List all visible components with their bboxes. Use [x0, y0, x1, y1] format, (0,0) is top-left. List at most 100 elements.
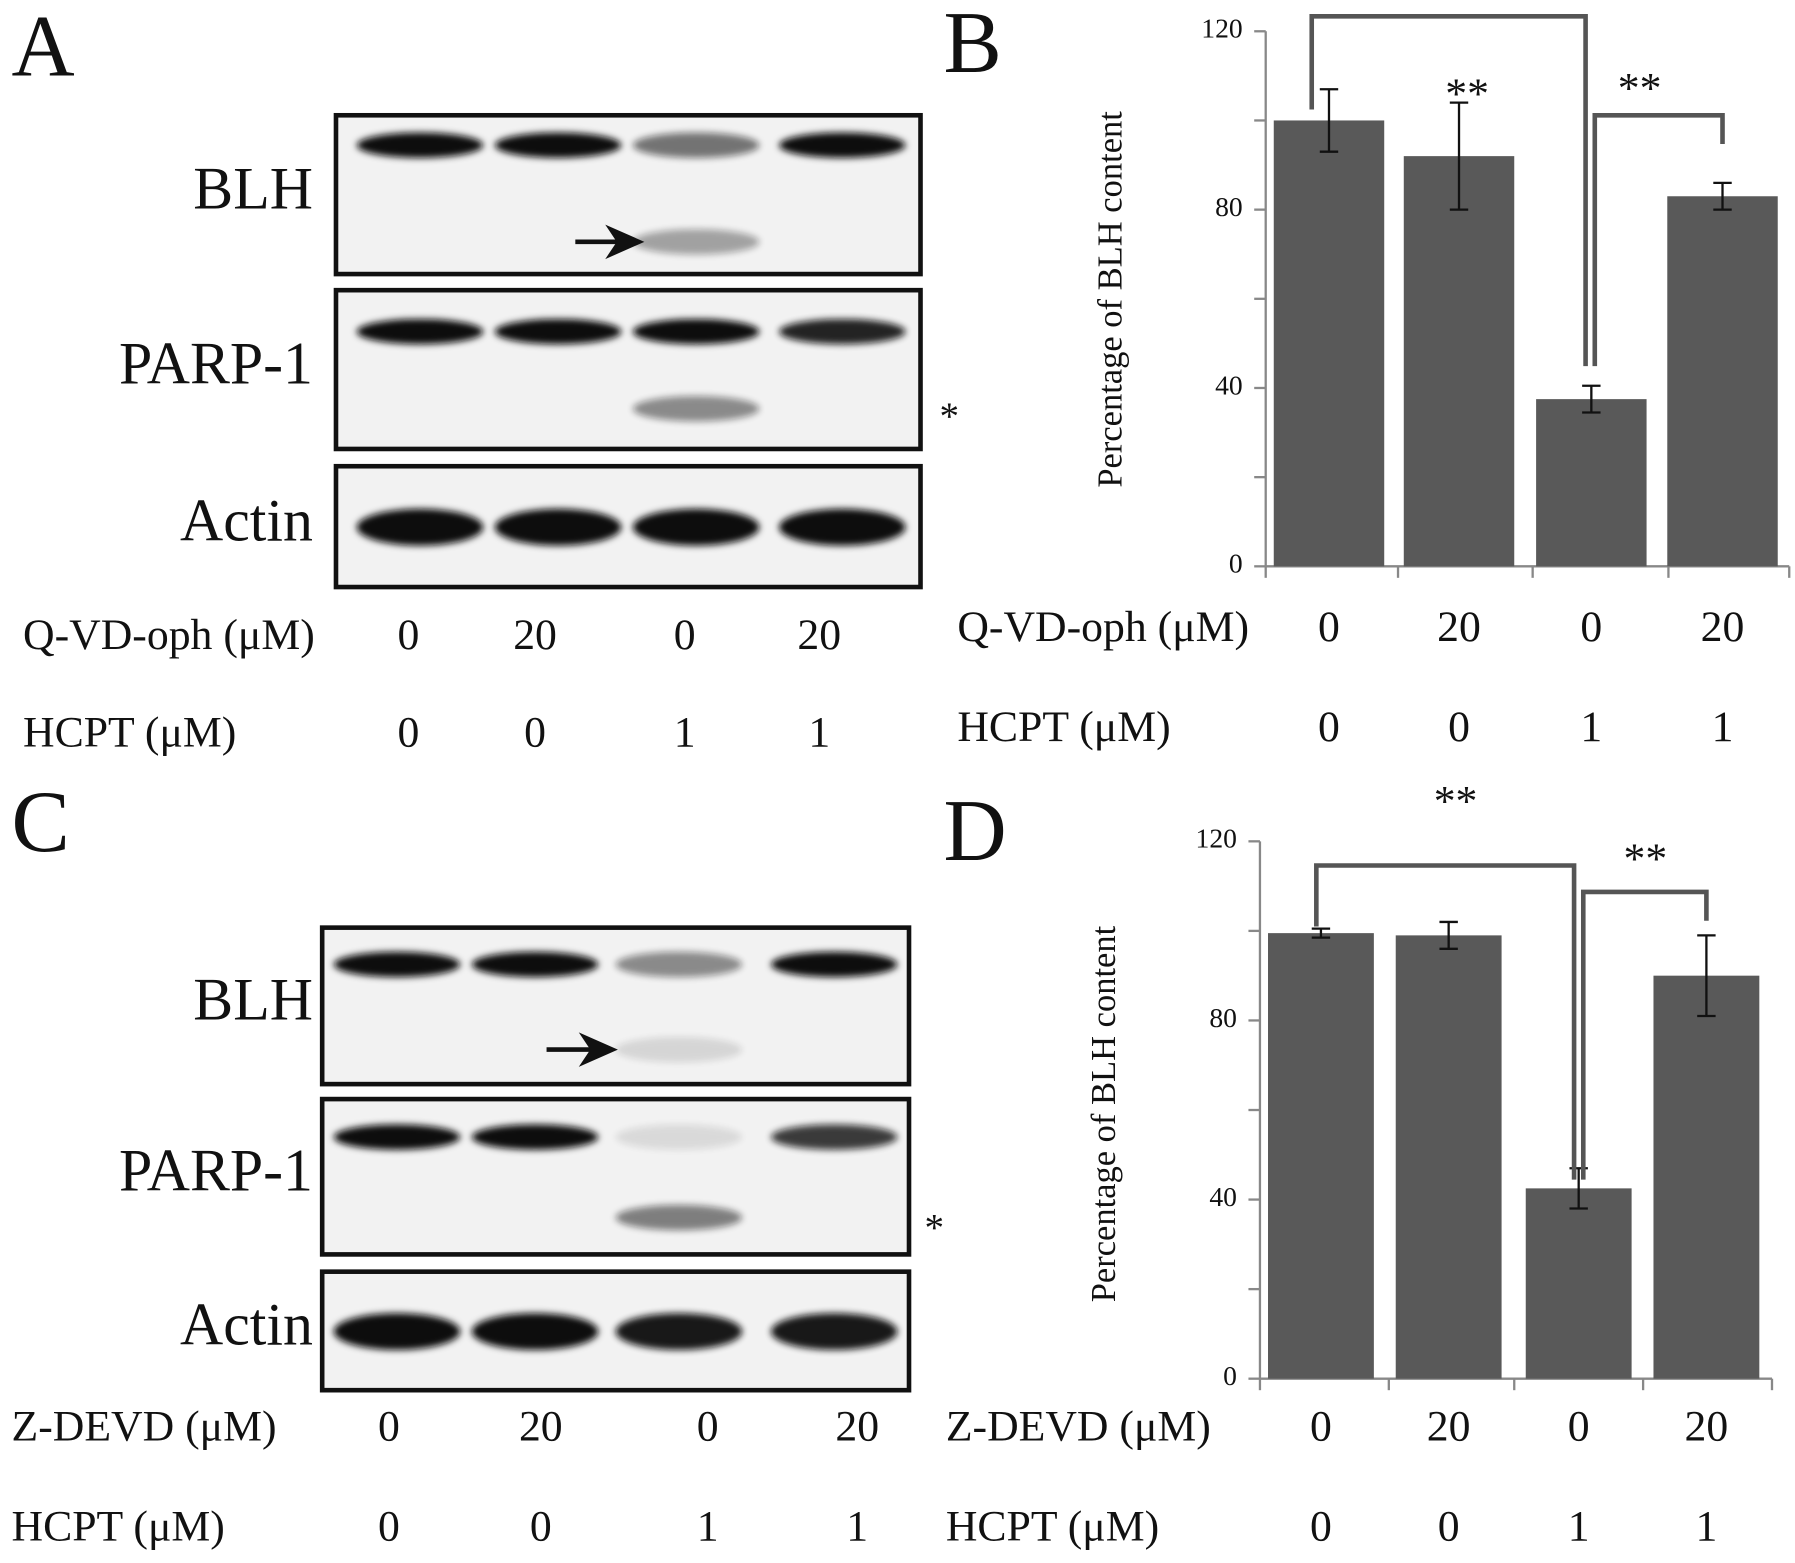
- blot-band: [632, 229, 760, 255]
- blot-band: [632, 318, 760, 345]
- y-axis-label: Percentage of BLH content: [1085, 925, 1123, 1302]
- cleavage-marker: *: [925, 1206, 945, 1249]
- treatment-value: 0: [524, 709, 546, 757]
- treatment-value: 1: [1712, 703, 1734, 751]
- treatment-value: 0: [1318, 703, 1340, 751]
- treatment-value: 20: [797, 611, 841, 659]
- treatment-value: 0: [398, 611, 420, 659]
- row-label: PARP-1: [119, 330, 313, 396]
- blot-band: [471, 951, 599, 978]
- blot-band: [471, 1124, 599, 1150]
- significance-bracket: [1314, 863, 1577, 1180]
- row-label: Actin: [180, 487, 313, 553]
- bar: [1403, 156, 1515, 567]
- treatment-name: HCPT (μM): [946, 1503, 1159, 1551]
- y-tick-label: 80: [1209, 1002, 1237, 1033]
- blot-band: [333, 1313, 461, 1350]
- treatment-value: 0: [530, 1503, 552, 1551]
- treatment-value: 1: [808, 709, 830, 757]
- bar: [1273, 120, 1385, 567]
- significance-bracket: [1309, 14, 1588, 367]
- blot-band: [471, 1313, 599, 1350]
- bar: [1536, 399, 1647, 567]
- blot-band: [778, 318, 906, 345]
- treatment-value: 1: [697, 1503, 719, 1551]
- error-bar: [1697, 934, 1716, 1018]
- blot-band: [615, 951, 743, 978]
- y-tick-label: 40: [1209, 1181, 1237, 1212]
- blot-frame: [319, 925, 912, 1087]
- treatment-value: 20: [1701, 603, 1745, 651]
- significance-label: **: [1624, 835, 1668, 883]
- blot-band: [494, 132, 622, 158]
- blot-band: [770, 951, 898, 978]
- treatment-value: 20: [1685, 1402, 1729, 1450]
- blot-frame: [319, 1096, 912, 1257]
- treatment-name: HCPT (μM): [957, 703, 1170, 751]
- error-bar: [1311, 927, 1331, 939]
- bar: [1667, 196, 1778, 567]
- error-bar: [1449, 101, 1469, 211]
- treatment-value: 0: [378, 1503, 400, 1551]
- error-bar: [1713, 181, 1732, 211]
- treatment-value: 20: [1427, 1402, 1471, 1450]
- blot-band: [494, 508, 622, 546]
- y-tick-label: 40: [1215, 369, 1243, 400]
- arrow-head: [605, 224, 645, 260]
- blot-frame: [333, 287, 923, 452]
- treatment-value: 20: [519, 1402, 563, 1450]
- blot-band: [778, 132, 906, 158]
- treatment-value: 0: [1568, 1402, 1590, 1450]
- treatment-value: 0: [1448, 703, 1470, 751]
- blot-band: [494, 318, 622, 345]
- blot-band: [632, 132, 760, 158]
- blot-band: [356, 132, 484, 158]
- blot-band: [615, 1313, 743, 1350]
- treatment-value: 20: [1437, 603, 1481, 651]
- blot-band: [770, 1313, 898, 1350]
- panel-letter: C: [12, 773, 70, 870]
- y-tick-label: 120: [1201, 13, 1242, 44]
- blot-band: [356, 508, 484, 546]
- blot-band: [333, 1124, 461, 1150]
- significance-label: **: [1434, 778, 1478, 826]
- treatment-value: 0: [1580, 603, 1602, 651]
- bar: [1268, 933, 1374, 1379]
- significance-bracket: [1580, 889, 1709, 1180]
- blot-band: [632, 508, 760, 546]
- row-label: BLH: [193, 155, 313, 221]
- blot-band: [770, 1124, 898, 1150]
- significance-bracket: [1592, 112, 1725, 367]
- treatment-value: 0: [1310, 1503, 1332, 1551]
- treatment-value: 1: [674, 709, 696, 757]
- panel-letter: B: [944, 0, 1002, 91]
- treatment-name: HCPT (μM): [12, 1503, 225, 1551]
- significance-label: **: [1445, 70, 1489, 118]
- treatment-value: 0: [1438, 1503, 1460, 1551]
- blot-band: [632, 396, 760, 422]
- treatment-value: 1: [1695, 1503, 1717, 1551]
- error-bar: [1439, 920, 1458, 950]
- bar: [1525, 1188, 1632, 1379]
- treatment-value: 1: [846, 1503, 868, 1551]
- treatment-name: Q-VD-oph (μM): [23, 611, 315, 659]
- treatment-name: Q-VD-oph (μM): [957, 603, 1249, 651]
- cleavage-marker: *: [939, 395, 959, 438]
- treatment-value: 20: [513, 611, 557, 659]
- row-label: BLH: [193, 967, 313, 1033]
- treatment-name: Z-DEVD (μM): [12, 1402, 277, 1450]
- treatment-name: Z-DEVD (μM): [946, 1402, 1211, 1450]
- y-axis-label: Percentage of BLH content: [1092, 111, 1130, 488]
- error-bar: [1319, 88, 1339, 153]
- treatment-value: 0: [378, 1402, 400, 1450]
- row-label: Actin: [180, 1292, 313, 1358]
- bar: [1653, 975, 1760, 1379]
- panel-letter: A: [12, 0, 75, 95]
- row-label: PARP-1: [119, 1137, 313, 1203]
- treatment-name: HCPT (μM): [23, 709, 236, 757]
- treatment-value: 0: [398, 709, 420, 757]
- bar: [1395, 935, 1502, 1379]
- treatment-value: 1: [1568, 1503, 1590, 1551]
- y-tick-label: 0: [1229, 548, 1243, 579]
